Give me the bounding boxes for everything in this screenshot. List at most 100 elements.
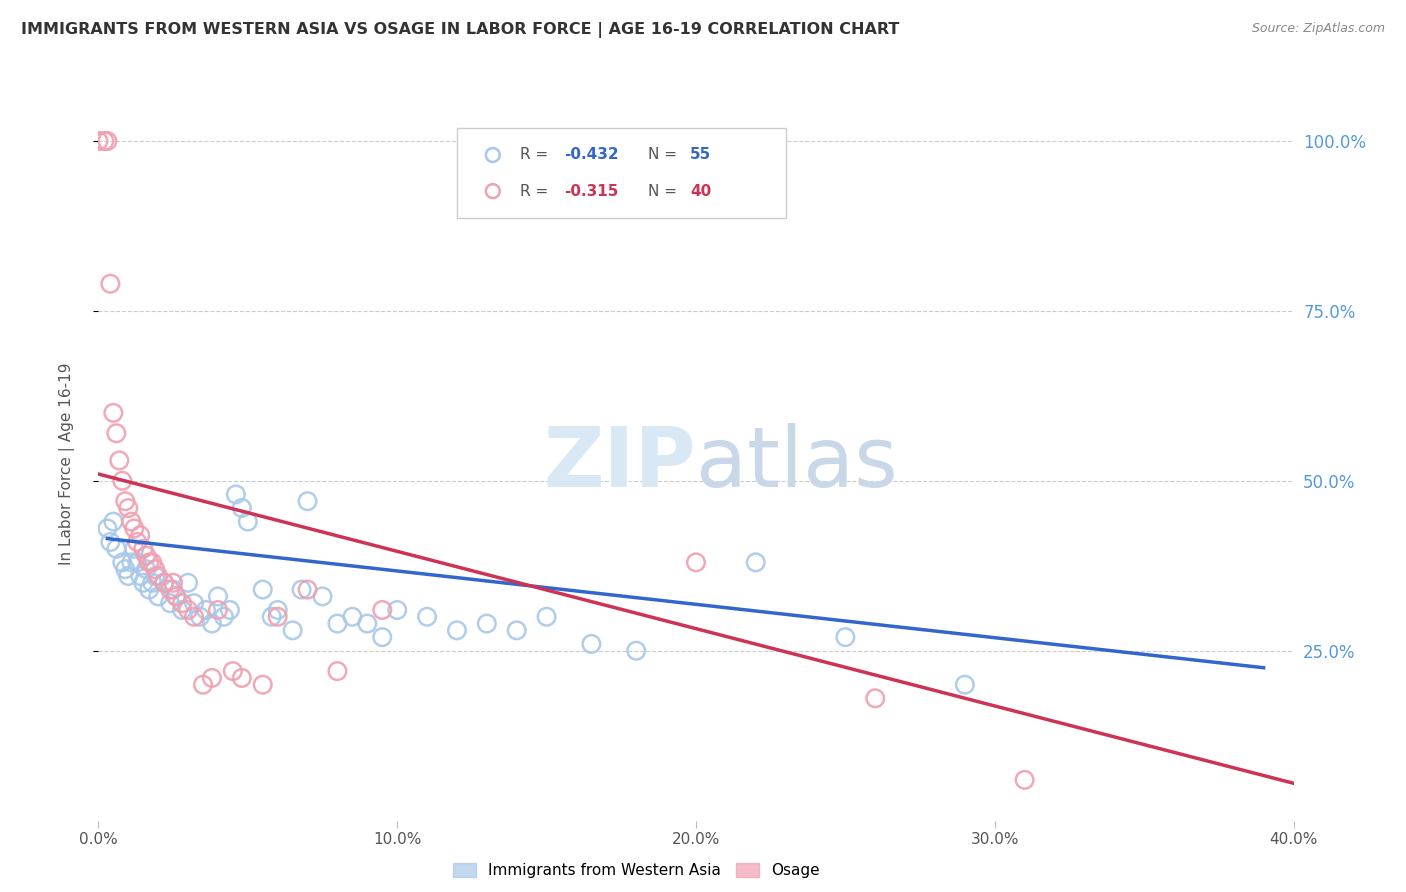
Point [1073,214,1095,228]
Point [138,555,160,569]
Point [745,555,768,569]
Point [446,624,468,638]
Point [177,603,200,617]
Point [506,624,529,638]
Point [416,609,439,624]
Point [252,582,274,597]
Text: N =: N = [648,184,682,199]
Point [311,590,333,604]
Point [132,541,155,556]
Point [105,426,128,441]
Point [326,664,349,678]
Point [132,575,155,590]
Point [183,609,205,624]
Point [231,671,253,685]
Point [127,555,149,569]
Point [475,616,498,631]
Point [108,453,131,467]
Text: R =: R = [520,184,554,199]
Point [148,569,170,583]
Point [162,582,184,597]
Point [219,603,242,617]
Point [231,501,253,516]
Point [342,609,364,624]
Point [141,575,163,590]
Point [148,590,170,604]
Point [143,562,166,576]
Point [252,678,274,692]
Point [371,603,394,617]
Point [162,575,184,590]
Text: 55: 55 [690,147,711,162]
Text: -0.432: -0.432 [565,147,619,162]
Point [191,678,214,692]
Point [385,603,409,617]
Point [87,134,110,148]
Point [120,555,142,569]
Point [100,535,122,549]
Point [626,644,648,658]
Point [260,609,283,624]
Point [207,590,229,604]
Point [1073,179,1095,194]
Point [201,671,224,685]
Point [865,691,887,706]
Point [201,616,224,631]
Point [236,515,259,529]
Point [172,596,194,610]
Point [117,569,139,583]
Text: atlas: atlas [696,424,897,504]
Point [103,515,125,529]
Point [105,541,128,556]
Point [371,630,394,644]
Point [267,603,290,617]
Text: IMMIGRANTS FROM WESTERN ASIA VS OSAGE IN LABOR FORCE | AGE 16-19 CORRELATION CHA: IMMIGRANTS FROM WESTERN ASIA VS OSAGE IN… [21,22,900,38]
Point [111,474,134,488]
Point [120,515,142,529]
Point [834,630,856,644]
Text: R =: R = [520,147,554,162]
Text: ZIP: ZIP [544,424,696,504]
Point [153,575,176,590]
Point [159,596,181,610]
Point [96,134,118,148]
Text: 40: 40 [690,184,711,199]
Point [124,521,146,535]
Point [356,616,378,631]
Point [96,521,118,535]
Point [222,664,245,678]
Point [127,535,149,549]
Point [225,487,247,501]
Point [159,582,181,597]
Point [165,590,187,604]
Point [100,277,122,291]
Text: Source: ZipAtlas.com: Source: ZipAtlas.com [1251,22,1385,36]
Point [536,609,558,624]
FancyBboxPatch shape [457,128,786,218]
Point [124,541,146,556]
Point [685,555,707,569]
Point [297,494,319,508]
Point [114,494,136,508]
Point [129,528,152,542]
Point [267,609,290,624]
Point [114,562,136,576]
Point [188,609,211,624]
Point [1014,772,1036,787]
Point [129,569,152,583]
Point [281,624,304,638]
Point [177,575,200,590]
Point [207,603,229,617]
Point [297,582,319,597]
Point [143,569,166,583]
Point [212,609,235,624]
Text: -0.315: -0.315 [565,184,619,199]
Point [165,590,187,604]
Point [195,603,218,617]
Point [135,549,157,563]
Point [153,575,176,590]
Point [326,616,349,631]
Point [581,637,603,651]
Point [141,555,163,569]
Point [953,678,976,692]
